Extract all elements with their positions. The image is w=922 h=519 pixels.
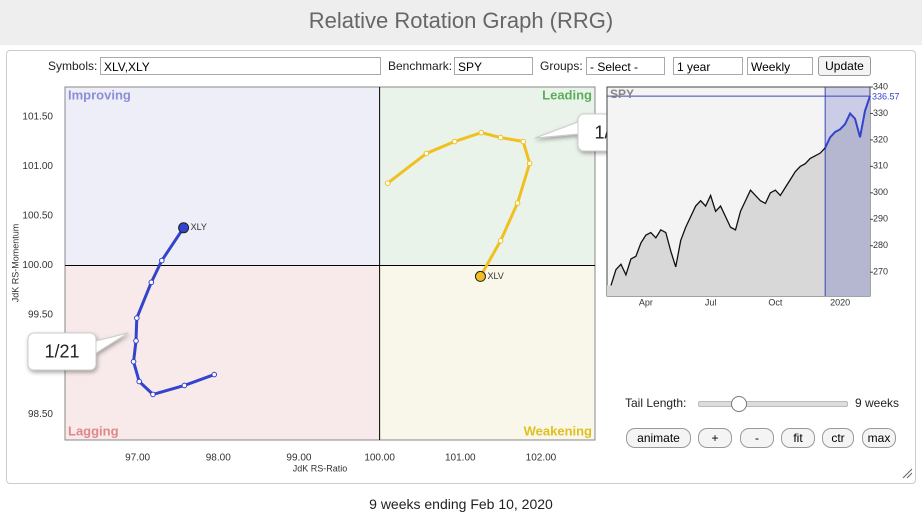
x-axis-title: JdK RS-Ratio [293,463,348,473]
y-tick-label: 98.50 [28,409,53,420]
y-tick-label: 280 [873,240,888,250]
callout-text: 1/21 [44,341,79,361]
footer: 9 weeks ending Feb 10, 2020 [369,496,553,512]
y-tick-label: 340 [873,81,888,91]
callout-box [27,332,97,371]
chart-title: SPY [610,87,634,101]
tail-line [132,226,215,396]
tail-point [520,138,527,145]
x-tick-label: 98.00 [206,453,231,464]
y-tick-label: 101.00 [22,161,53,172]
x-tick-label: Jul [705,297,717,307]
quadrant [379,87,595,266]
tail-slider[interactable] [698,401,848,407]
tail-value: 9 weeks [855,396,900,410]
head-point [178,222,190,234]
tail-point [497,237,504,244]
y-tick-label: 99.50 [28,310,53,321]
y-tick-label: 101.50 [22,111,53,122]
quadrant [65,265,380,440]
quadrant-label: Leading [542,87,592,102]
series-label: XLY [191,222,207,232]
y-tick-label: 320 [873,134,888,144]
series-label: XLV [487,271,503,281]
tail-point [497,134,504,141]
y-axis-title: JdK RS-Momentum [10,224,20,303]
control-button[interactable]: animate [626,428,691,448]
x-tick-label: 100.00 [364,453,395,464]
page-title: Relative Rotation Graph (RRG) [308,8,614,33]
control-button[interactable]: fit [781,428,815,448]
panel [6,50,916,484]
x-tick-label: Apr [639,297,653,307]
tail-point [526,160,533,167]
y-tick-label: 300 [873,187,888,197]
resize-grip [902,468,913,479]
y-tick-label: 270 [873,267,888,277]
quadrant-label: Improving [68,87,131,102]
tail-point [423,150,430,157]
tail-point [211,371,218,378]
tail-point [159,257,165,264]
y-tick-label: 290 [873,214,888,224]
quadrant-label: Lagging [68,423,119,438]
quadrant-label: Weakening [524,423,592,438]
y-tick-label: 100.00 [22,260,53,271]
tail-point [133,315,140,321]
groups-label: Groups: [540,59,583,73]
tail-line [386,131,532,278]
benchmark-input[interactable]: SPY [454,57,533,75]
slider-thumb[interactable] [731,396,747,412]
y-tick-label: 310 [873,161,888,171]
callout: 1/21 [27,332,129,371]
control-button[interactable]: - [740,428,774,448]
tail-point [384,180,391,186]
tail-label: Tail Length: [625,396,687,410]
x-tick-label: 101.00 [445,453,476,464]
control-button[interactable]: ctr [822,428,854,448]
plot-border [64,86,596,441]
title-bar: Relative Rotation Graph (RRG) [0,0,922,45]
last-price-label: 336.57 [872,91,900,101]
groups-select[interactable]: - Select - [586,57,665,75]
tail-point [514,200,521,206]
frequency-select[interactable]: Weekly [747,57,813,75]
x-tick-label: Oct [768,297,783,307]
quadrant [379,265,595,440]
x-tick-label: 97.00 [125,453,150,464]
tail-point [181,382,188,389]
x-tick-label: 2020 [830,297,850,307]
period-select[interactable]: 1 year [673,57,743,75]
price-line-tail [824,95,871,149]
tail-point [148,279,155,286]
x-tick-label: 102.00 [526,453,557,464]
tail-point [133,338,139,344]
tail-point [150,391,156,398]
tail-point [130,358,137,365]
x-tick-label: 99.00 [286,453,311,464]
head-point [474,270,486,282]
tail-point [136,378,143,385]
benchmark-label: Benchmark: [388,59,453,73]
control-button[interactable]: + [698,428,732,448]
y-tick-label: 100.50 [22,211,53,222]
tail-point [478,129,485,136]
y-tick-label: 330 [873,108,888,118]
control-button[interactable]: max [862,428,896,448]
symbols-label: Symbols: [48,59,98,73]
symbols-input[interactable]: XLV,XLY [100,57,381,75]
quadrant [65,87,380,266]
update-button[interactable]: Update [818,56,871,76]
tail-point [451,138,458,145]
price-area [607,96,870,296]
